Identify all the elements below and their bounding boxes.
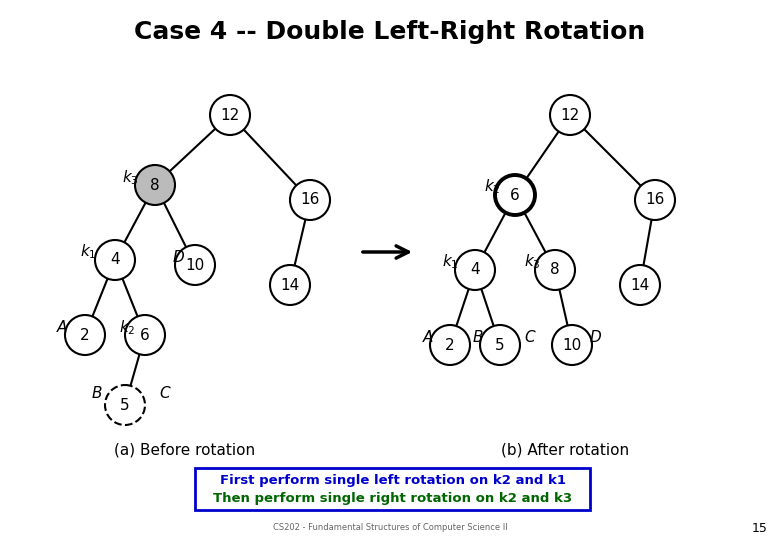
Text: 15: 15 [752, 522, 768, 535]
Text: 12: 12 [221, 107, 239, 123]
Circle shape [535, 250, 575, 290]
Text: A: A [423, 329, 433, 345]
Text: B: B [473, 329, 484, 345]
Text: $k_{2}$: $k_{2}$ [484, 178, 500, 197]
Text: 2: 2 [80, 327, 90, 342]
Text: CS202 - Fundamental Structures of Computer Science II: CS202 - Fundamental Structures of Comput… [273, 523, 507, 532]
Text: 14: 14 [280, 278, 300, 293]
Text: 4: 4 [110, 253, 120, 267]
Bar [195, 468, 590, 510]
Text: D: D [172, 249, 184, 265]
Text: 2: 2 [445, 338, 455, 353]
Circle shape [455, 250, 495, 290]
Circle shape [620, 265, 660, 305]
Circle shape [125, 315, 165, 355]
Circle shape [430, 325, 470, 365]
Text: C: C [160, 386, 170, 401]
Text: $k_{3}$: $k_{3}$ [523, 253, 541, 271]
Circle shape [270, 265, 310, 305]
Text: Case 4 -- Double Left-Right Rotation: Case 4 -- Double Left-Right Rotation [134, 20, 646, 44]
Text: 8: 8 [550, 262, 560, 278]
Circle shape [95, 240, 135, 280]
Text: (b) After rotation: (b) After rotation [501, 442, 629, 457]
Text: B: B [92, 386, 102, 401]
Text: 10: 10 [186, 258, 204, 273]
Text: 10: 10 [562, 338, 582, 353]
Circle shape [65, 315, 105, 355]
Circle shape [210, 95, 250, 135]
Text: 12: 12 [560, 107, 580, 123]
Text: 8: 8 [151, 178, 160, 192]
Text: First perform single left rotation on k2 and k1: First perform single left rotation on k2… [219, 474, 566, 487]
Circle shape [175, 245, 215, 285]
Circle shape [635, 180, 675, 220]
Text: 14: 14 [630, 278, 650, 293]
Text: 16: 16 [300, 192, 320, 207]
Text: 6: 6 [510, 187, 520, 202]
Circle shape [135, 165, 175, 205]
Text: $k_{1}$: $k_{1}$ [80, 242, 96, 261]
Text: 5: 5 [120, 397, 129, 413]
Circle shape [105, 385, 145, 425]
Text: 4: 4 [470, 262, 480, 278]
Circle shape [552, 325, 592, 365]
Text: 5: 5 [495, 338, 505, 353]
Text: 6: 6 [140, 327, 150, 342]
Circle shape [495, 175, 535, 215]
Text: A: A [57, 321, 67, 335]
Text: $k_{1}$: $k_{1}$ [441, 253, 459, 271]
Text: $k_{2}$: $k_{2}$ [119, 319, 135, 338]
Text: D: D [589, 329, 601, 345]
Circle shape [480, 325, 520, 365]
Text: C: C [525, 329, 535, 345]
Text: (a) Before rotation: (a) Before rotation [115, 442, 256, 457]
Text: $k_{3}$: $k_{3}$ [122, 168, 138, 187]
Text: 16: 16 [645, 192, 665, 207]
Text: Then perform single right rotation on k2 and k3: Then perform single right rotation on k2… [213, 492, 572, 505]
Circle shape [290, 180, 330, 220]
Circle shape [550, 95, 590, 135]
